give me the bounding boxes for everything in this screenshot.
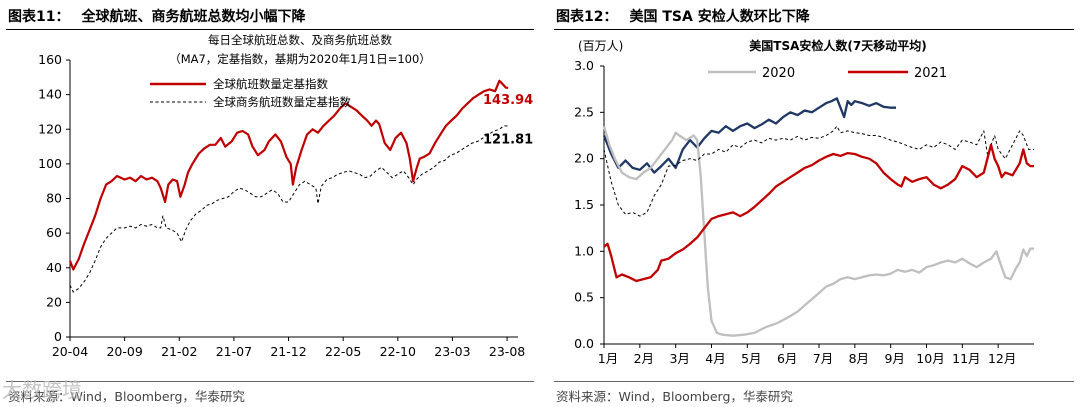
figure-title-text: 美国 TSA 安检人数环比下降: [629, 9, 810, 25]
legend-label-business: 全球商务航班数量定基指数: [213, 95, 351, 109]
chart-title-line1: 每日全球航班总数、及商务航班总数: [208, 33, 392, 47]
y-tick-label: 1.5: [574, 197, 594, 212]
figure-number: 图表11：: [8, 9, 70, 25]
y-tick-label: 40: [46, 260, 62, 275]
series-line-business-flights: [69, 125, 509, 293]
figure-title: 图表11： 全球航班、商务航班总数均小幅下降: [8, 6, 305, 26]
x-tick-label: 4月: [705, 351, 725, 366]
figure-number: 图表12：: [556, 9, 618, 25]
series-line-2021: [603, 143, 1034, 283]
y-tick-label: 20: [46, 294, 62, 309]
y-tick-label: 3.0: [574, 58, 594, 73]
x-tick-label: 22-05: [325, 344, 361, 359]
figure-title: 图表12： 美国 TSA 安检人数环比下降: [556, 6, 810, 26]
x-tick-label: 23-03: [434, 344, 470, 359]
title-rule: [554, 29, 1074, 30]
end-label-global: 143.94: [483, 93, 533, 108]
series-line-2020-dashed: [603, 125, 1034, 217]
y-tick-label: 160: [38, 52, 62, 67]
x-tick-label: 23-08: [489, 344, 525, 359]
x-tick-label: 12月: [988, 351, 1016, 366]
watermark-logo: 大数跨境: [2, 378, 82, 402]
source-rule: [554, 381, 1074, 382]
title-rule: [6, 29, 534, 30]
y-tick-label: 60: [46, 225, 62, 240]
chart-title-line2: （MA7，定基指数，基期为2020年1月1日=100）: [169, 52, 431, 66]
source-note: 资料来源：Wind，Bloomberg，华泰研究: [556, 389, 793, 404]
x-tick-label: 5月: [741, 351, 761, 366]
y-tick-label: 2.0: [574, 151, 594, 166]
y-tick-label: 80: [46, 191, 62, 206]
y-tick-label: 0.5: [574, 290, 594, 305]
series-line-2020: [602, 125, 1034, 337]
chart-title: 美国TSA安检人数(7天移动平均): [749, 38, 926, 53]
y-tick-label: 2.5: [574, 104, 594, 119]
y-tick-label: 120: [38, 121, 62, 136]
figure-11: 图表11： 全球航班、商务航班总数均小幅下降 0 20 40 60 80 100 120 140…: [6, 6, 534, 404]
figure-12: 图表12： 美国 TSA 安检人数环比下降 0.0 0.5 1.0 1.5 2.0 2.5 3…: [548, 0, 1080, 407]
legend-label-2020: 2020: [762, 66, 795, 81]
x-tick-label: 22-10: [380, 344, 416, 359]
source-rule: [6, 381, 534, 382]
legend-label-2021: 2021: [914, 66, 947, 81]
x-tick-label: 21-02: [161, 344, 197, 359]
x-tick-label: 1月: [598, 351, 618, 366]
figure-title-text: 全球航班、商务航班总数均小幅下降: [81, 9, 306, 25]
y-tick-label: 0: [54, 329, 62, 344]
x-tick-label: 9月: [884, 351, 904, 366]
x-tick-label: 11月: [952, 351, 980, 366]
series-line-global-flights: [68, 79, 509, 271]
y-tick-label: 1.0: [574, 243, 594, 258]
x-tick-label: 20-09: [106, 344, 142, 359]
x-tick-label: 3月: [669, 351, 689, 366]
global-flights-chart: 0 20 40 60 80 100 120 140 160 20-04 20-09 21-02 21-0…: [38, 33, 533, 359]
x-tick-label: 7月: [813, 351, 833, 366]
y-axis-unit: (百万人): [578, 39, 623, 53]
x-tick-label: 21-12: [270, 344, 306, 359]
legend-label-global: 全球航班数量定基指数: [213, 77, 328, 91]
series-line-2019: [602, 97, 896, 174]
x-tick-label: 6月: [777, 351, 797, 366]
y-tick-label: 100: [38, 156, 62, 171]
end-label-business: 121.81: [483, 133, 533, 148]
x-tick-label: 2月: [634, 351, 654, 366]
x-tick-label: 10月: [916, 351, 944, 366]
x-tick-label: 20-04: [52, 344, 88, 359]
x-tick-label: 8月: [849, 351, 869, 366]
tsa-screening-chart: 0.0 0.5 1.0 1.5 2.0 2.5 3.0 1月 2月 3月 4月 5月 6月 7月 8月 9月 1…: [574, 38, 1034, 366]
y-tick-label: 0.0: [574, 336, 594, 351]
y-tick-label: 140: [38, 87, 62, 102]
source-note: 资料来源：Wind，Bloomberg，华泰研究: [8, 389, 245, 404]
x-tick-label: 21-07: [216, 344, 252, 359]
